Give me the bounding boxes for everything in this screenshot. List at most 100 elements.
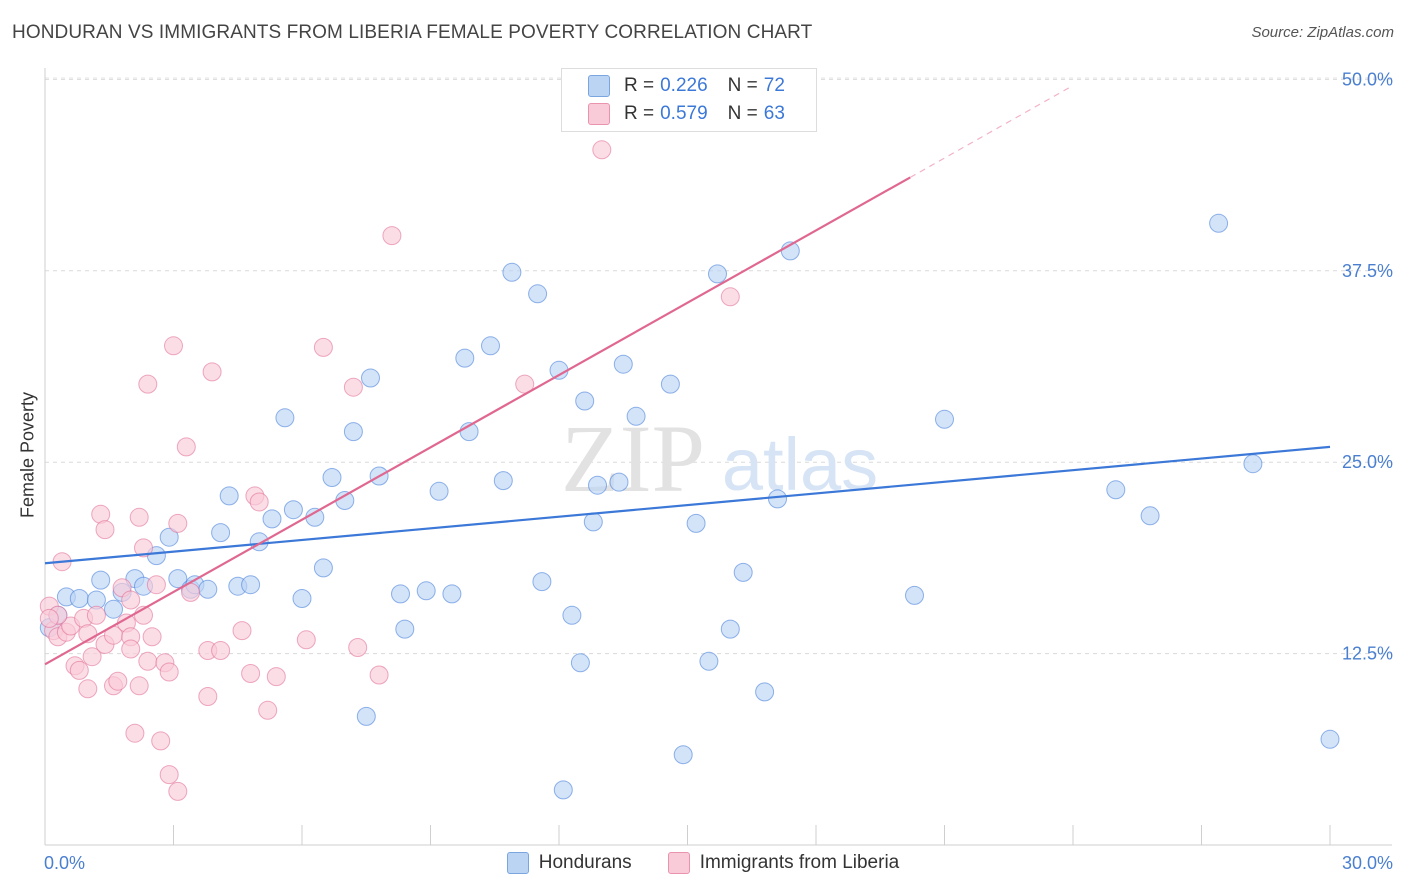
honduran-point	[699, 651, 719, 671]
liberia-point	[348, 638, 368, 657]
honduran-point	[1140, 506, 1160, 526]
n-label: N =	[727, 103, 758, 124]
y-tick-label: 25.0%	[1342, 452, 1393, 472]
honduran-point	[575, 391, 595, 411]
x-tick-label: 0.0%	[44, 853, 85, 873]
liberia-point	[369, 665, 389, 685]
series-legend: Hondurans Immigrants from Liberia	[0, 852, 1406, 874]
honduran-point	[391, 584, 410, 604]
liberia-point	[129, 507, 149, 527]
liberia-point	[82, 647, 102, 667]
honduran-point	[198, 579, 218, 599]
honduran-point	[104, 599, 123, 619]
honduran-point	[1243, 454, 1263, 474]
liberia-point	[296, 630, 316, 650]
liberia-point	[146, 575, 166, 595]
trend-lines	[44, 85, 1331, 666]
honduran-point	[1106, 480, 1126, 500]
n-label: N =	[727, 75, 758, 96]
liberia-point	[69, 660, 89, 680]
liberia-point	[129, 676, 149, 696]
honduran-point	[395, 619, 415, 639]
tick-labels: 12.5% 25.0% 37.5% 50.0% 0.0% 30.0%	[44, 69, 1393, 873]
liberia-point	[211, 641, 231, 660]
honduran-point	[219, 486, 239, 506]
honduran-point	[562, 605, 582, 625]
blue-swatch-icon	[506, 852, 529, 874]
honduran-point	[588, 475, 607, 495]
liberia-point	[86, 605, 106, 625]
liberia-point	[266, 667, 286, 687]
honduran-point	[481, 336, 500, 356]
source-credit: Source: ZipAtlas.com	[1251, 24, 1394, 41]
legend-item-liberia[interactable]: Immigrants from Liberia	[667, 852, 900, 874]
chart-title: HONDURAN VS IMMIGRANTS FROM LIBERIA FEMA…	[12, 22, 813, 43]
honduran-point	[493, 471, 513, 491]
honduran-point	[335, 491, 355, 510]
honduran-point	[720, 619, 740, 639]
honduran-point	[609, 472, 629, 492]
liberia-point	[159, 765, 179, 785]
y-tick-label: 37.5%	[1342, 261, 1393, 281]
stats-legend: R = 0.226 N = 72 R = 0.579 N = 63	[561, 68, 817, 132]
legend-label: Immigrants from Liberia	[699, 852, 900, 873]
honduran-point	[660, 374, 680, 394]
liberia-point	[249, 492, 269, 512]
r-label: R =	[624, 75, 655, 96]
y-tick-label: 12.5%	[1342, 644, 1393, 664]
honduran-point	[768, 489, 787, 509]
liberia-point	[313, 337, 333, 357]
stats-row-liberia: R = 0.579 N = 63	[588, 103, 785, 125]
liberia-point	[241, 664, 261, 683]
legend-label: Hondurans	[538, 852, 632, 873]
pink-swatch-icon	[667, 852, 690, 874]
liberia-point	[343, 377, 363, 397]
gridlines	[45, 77, 1392, 655]
liberia-point	[78, 679, 98, 699]
honduran-point	[455, 348, 475, 368]
data-points	[39, 140, 1340, 801]
liberia-point	[121, 590, 141, 610]
honduran-point	[69, 589, 89, 608]
honduran-point	[528, 284, 548, 304]
liberia-point	[159, 662, 179, 682]
honduran-point	[686, 513, 706, 533]
honduran-point	[356, 706, 376, 726]
honduran-point	[553, 780, 573, 800]
honduran-point	[211, 523, 231, 543]
honduran-point	[673, 745, 693, 765]
liberia-point	[142, 627, 162, 647]
honduran-point	[570, 653, 590, 673]
liberia-point	[151, 731, 171, 751]
liberia-trend-extension	[909, 85, 1074, 178]
axes	[44, 68, 1392, 846]
x-tick-label: 30.0%	[1342, 853, 1393, 873]
honduran-point	[502, 262, 522, 282]
liberia-point	[39, 608, 59, 628]
honduran-point	[159, 527, 179, 547]
honduran-point	[613, 354, 633, 374]
watermark-atlas: atlas	[722, 423, 878, 506]
honduran-point	[416, 581, 436, 601]
legend-item-hondurans[interactable]: Hondurans	[506, 852, 632, 874]
liberia-point	[164, 336, 183, 356]
honduran-point	[91, 570, 111, 590]
r-value: 0.579	[660, 103, 708, 124]
honduran-point	[283, 500, 303, 520]
liberia-point	[232, 621, 252, 641]
honduran-point	[292, 589, 312, 608]
liberia-point	[138, 651, 158, 671]
honduran-point	[905, 585, 924, 605]
n-value: 72	[763, 75, 785, 96]
liberia-trend-line	[44, 176, 911, 666]
honduran-point	[583, 512, 603, 532]
r-value: 0.226	[660, 75, 708, 96]
liberia-point	[95, 520, 115, 540]
honduran-point	[313, 558, 333, 578]
liberia-point	[202, 362, 222, 382]
liberia-point	[134, 538, 153, 558]
honduran-point	[343, 422, 363, 442]
liberia-point	[168, 513, 188, 533]
honduran-point	[708, 264, 727, 284]
liberia-point	[121, 639, 141, 659]
